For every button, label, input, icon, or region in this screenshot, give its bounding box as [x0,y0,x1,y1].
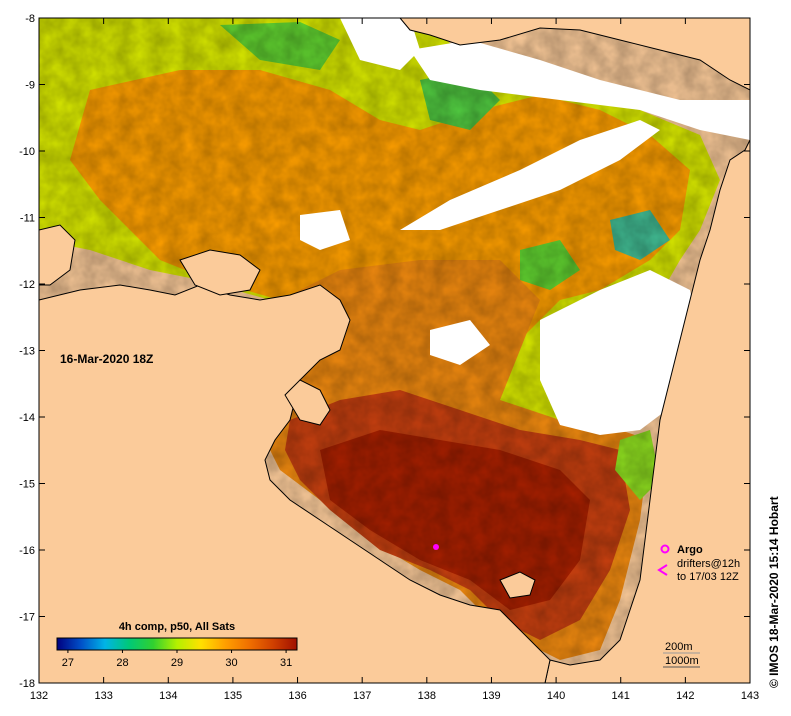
cloud-northeast [410,40,750,140]
cloud-north [340,18,420,70]
drifters-legend-period: to 17/03 12Z [677,571,739,583]
lat-tick-label: -14 [19,412,35,424]
colorbar-tick-label: 31 [280,657,292,669]
lat-tick-label: -9 [25,80,35,92]
colorbar-tick-label: 28 [116,657,128,669]
lat-tick-label: -11 [20,213,35,225]
argo-float-marker[interactable] [433,544,439,550]
lat-tick-label: -15 [19,479,35,491]
longitude-axis: 132 133 134 135 136 137 138 139 140 141 142 143 [30,18,759,702]
argo-legend-label: Argo [677,544,703,556]
lon-tick-label: 133 [94,690,112,702]
drifters-legend-label: drifters@12h [677,558,740,570]
lon-tick-label: 134 [159,690,177,702]
lat-tick-label: -12 [19,279,35,291]
contour-1000m-label: 1000m [665,655,699,667]
lon-tick-label: 139 [482,690,500,702]
cloud-patch-mid [430,320,490,365]
lon-tick-label: 136 [288,690,306,702]
lon-tick-label: 135 [224,690,242,702]
cloud-east [540,270,700,435]
credit-label: © IMOS 18-Mar-2020 15:14 Hobart [767,496,781,688]
lon-tick-label: 141 [612,690,630,702]
colorbar: 4h comp, p50, All Sats 27 28 29 30 31 [56,621,298,669]
drifter-legend-icon [657,564,668,576]
cloud-patch-west [300,210,350,250]
colorbar-ticks: 27 28 29 30 31 [62,650,292,669]
lon-tick-label: 137 [353,690,371,702]
legend: Argo drifters@12h to 17/03 12Z 200m 1000… [657,544,740,668]
date-label: 16-Mar-2020 18Z [60,352,153,366]
lat-tick-label: -17 [19,612,35,624]
argo-legend-icon [660,544,670,554]
land-islands-nw [179,249,261,296]
lat-tick-label: -10 [19,146,35,158]
lon-tick-label: 140 [547,690,565,702]
land-cape-york [544,139,751,684]
cloud-strait [400,120,660,230]
colorbar-tick-label: 27 [62,657,74,669]
colorbar-tick-label: 30 [225,657,237,669]
colorbar-tick-label: 29 [171,657,183,669]
land-masses [38,17,751,684]
lon-tick-label: 143 [741,690,759,702]
lat-tick-label: -13 [19,346,35,358]
lat-tick-label: -18 [19,678,35,690]
colorbar-title: 4h comp, p50, All Sats [119,621,235,633]
colorbar-gradient [56,637,298,651]
land-mornington [499,571,536,599]
land-groote [284,379,331,426]
lon-tick-label: 138 [418,690,436,702]
lat-tick-label: -8 [25,13,35,25]
lon-tick-label: 142 [676,690,694,702]
lat-tick-label: -16 [19,545,35,557]
cloud-cover [300,18,750,435]
latitude-axis: -8 -9 -10 -11 -12 -13 -14 -15 -16 -17 -18 [19,13,750,690]
land-new-guinea [398,17,751,91]
contour-200m-label: 200m [665,641,693,653]
lon-tick-label: 132 [30,690,48,702]
